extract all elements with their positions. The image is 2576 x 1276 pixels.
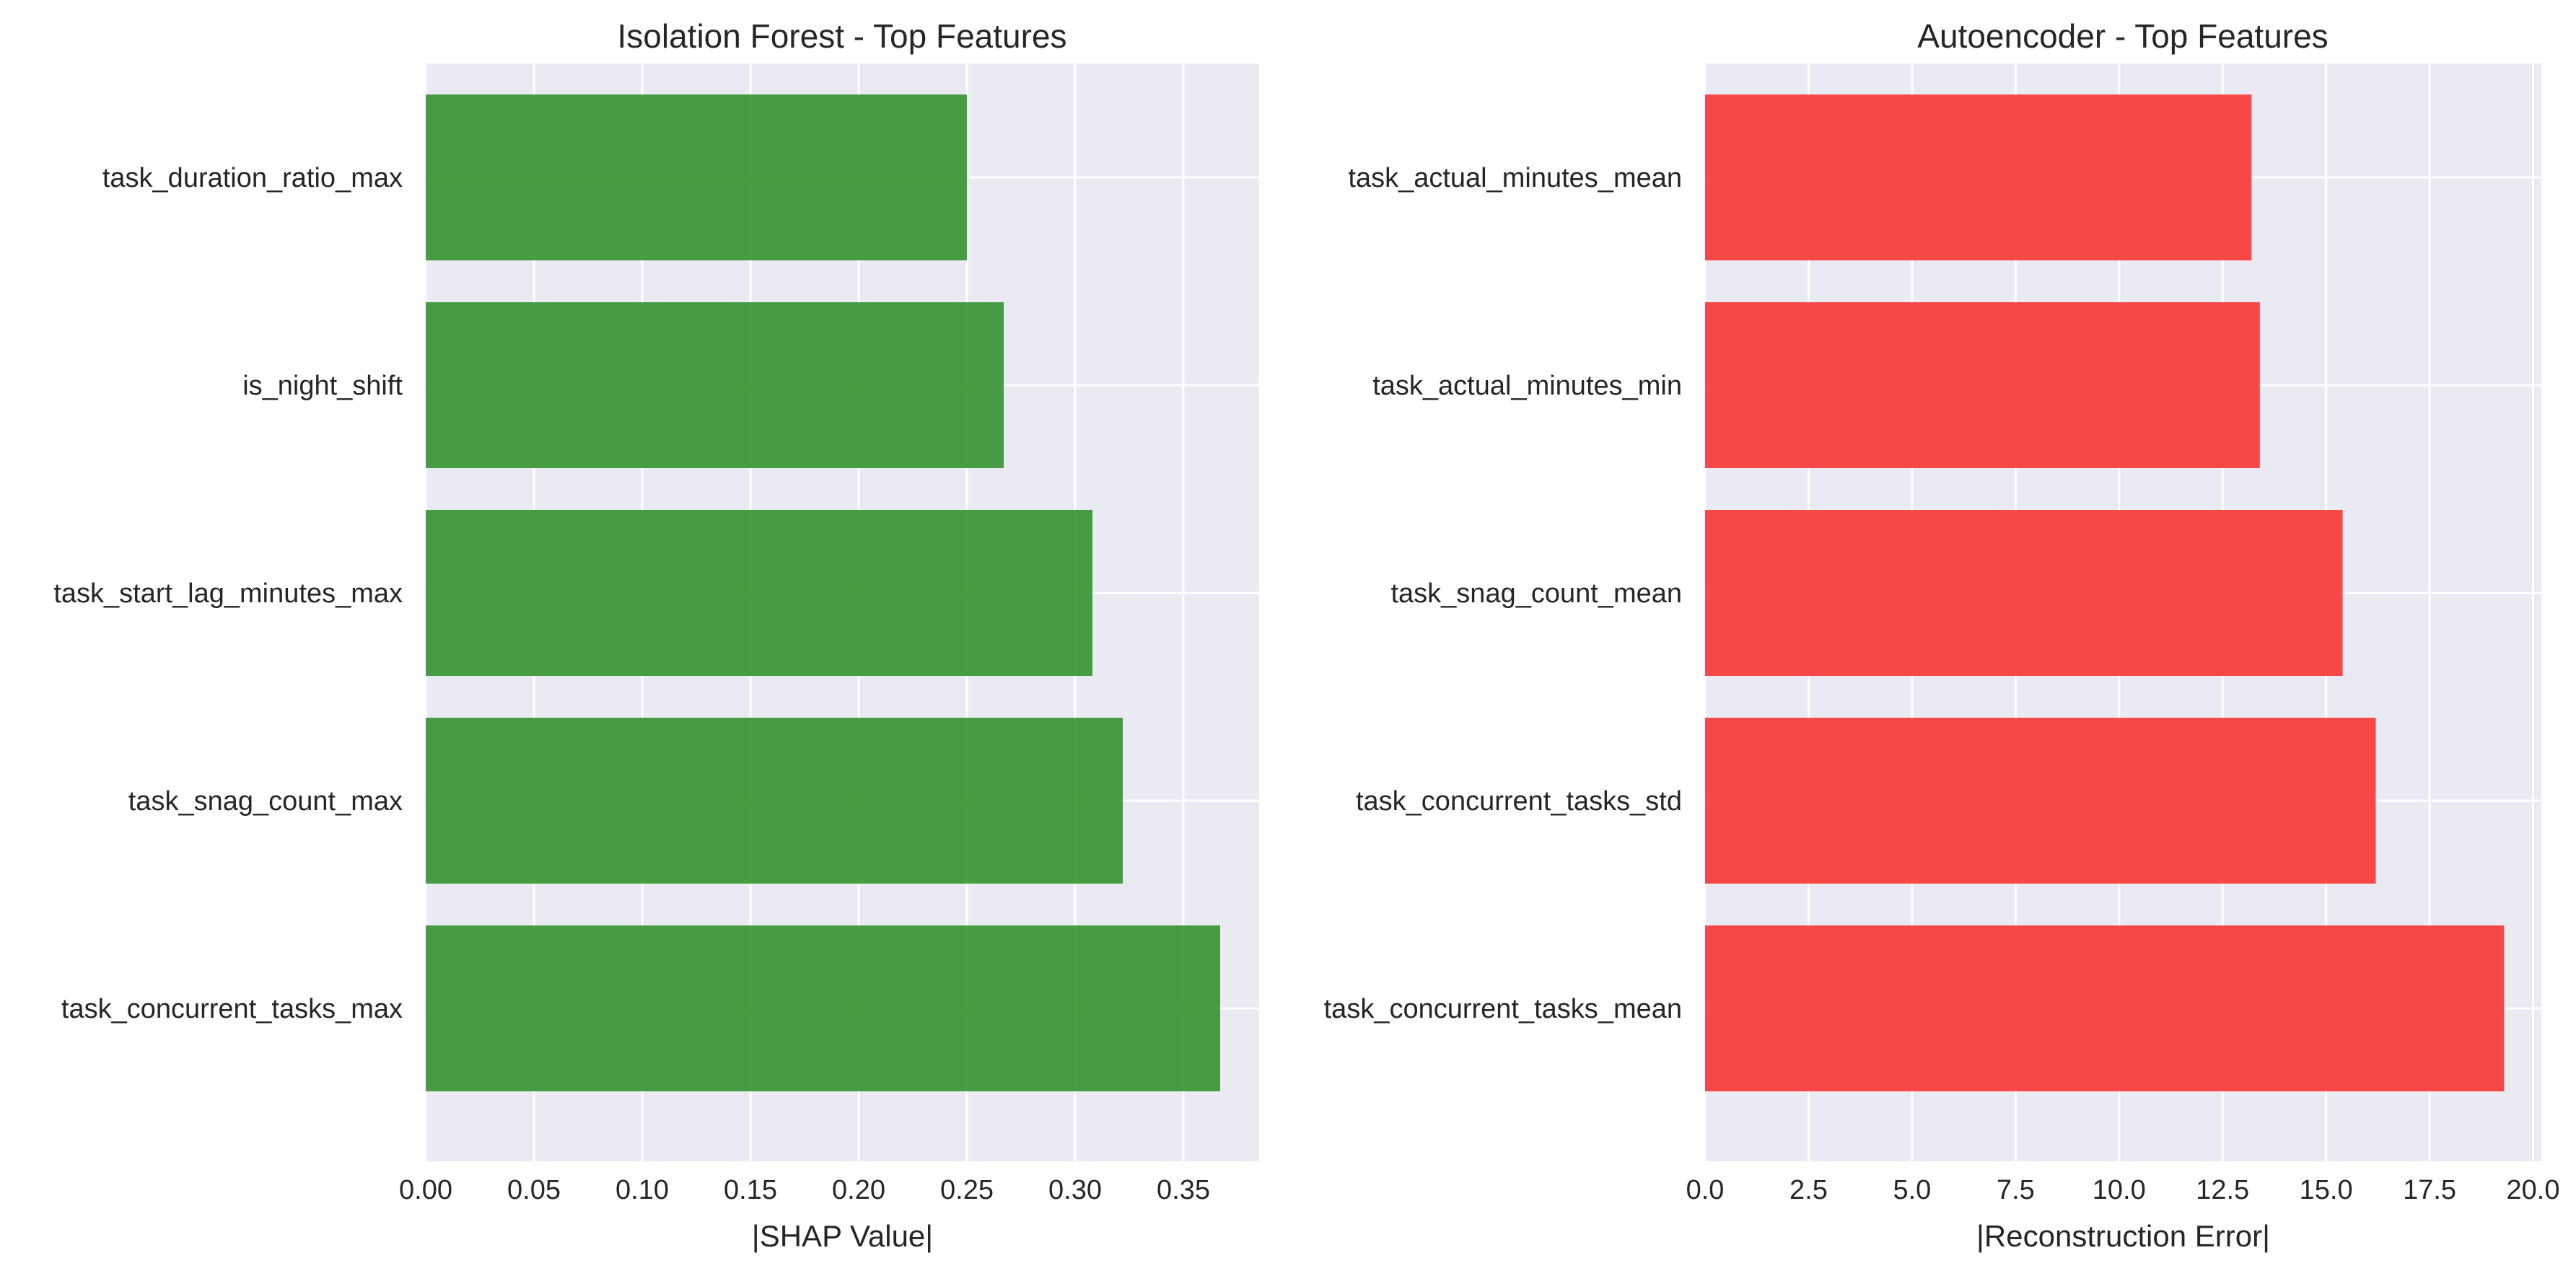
x-tick-label: 12.5 [2196, 1175, 2249, 1205]
x-tick-label: 0.25 [940, 1175, 994, 1205]
x-tick-label: 0.15 [724, 1175, 777, 1205]
x-tick-label: 5.0 [1893, 1175, 1931, 1205]
x-tick-label: 7.5 [1997, 1175, 2035, 1205]
chart-title: Isolation Forest - Top Features [618, 17, 1067, 55]
bar-task-concurrent-tasks-std [1705, 718, 2376, 884]
x-tick-label: 0.05 [507, 1175, 561, 1205]
x-tick-label: 0.0 [1686, 1175, 1725, 1205]
y-tick-label: task_concurrent_tasks_std [1356, 786, 1682, 817]
bar-task-start-lag-minutes-max [426, 510, 1092, 676]
y-tick-label: task_snag_count_max [128, 786, 403, 817]
x-tick-label: 0.20 [832, 1175, 885, 1205]
y-tick-label: task_concurrent_tasks_max [61, 994, 403, 1024]
bar-task-snag-count-max [426, 718, 1123, 884]
x-tick-label: 2.5 [1789, 1175, 1828, 1205]
x-tick-label: 0.10 [615, 1175, 669, 1205]
x-axis-label: |Reconstruction Error| [1976, 1219, 2270, 1253]
y-tick-label: task_concurrent_tasks_mean [1324, 994, 1682, 1024]
bar-task-actual-minutes-mean [1705, 94, 2252, 260]
x-tick-label: 17.5 [2403, 1175, 2456, 1205]
x-tick-label: 0.30 [1048, 1175, 1102, 1205]
x-tick-label: 15.0 [2300, 1175, 2353, 1205]
y-tick-label: task_snag_count_mean [1390, 578, 1682, 609]
chart-title: Autoencoder - Top Features [1917, 17, 2328, 55]
autoencoder-chart: 0.0 2.5 5.0 7.5 10.0 12.5 15.0 17.5 20.0 task_act… [1324, 17, 2560, 1253]
x-tick-label: 10.0 [2093, 1175, 2146, 1205]
y-tick-label: is_night_shift [242, 371, 403, 401]
x-tick-label: 0.00 [399, 1175, 452, 1205]
bar-task-actual-minutes-min [1705, 302, 2260, 468]
x-tick-label: 20.0 [2507, 1175, 2560, 1205]
bar-task-concurrent-tasks-mean [1705, 925, 2505, 1091]
x-tick-label: 0.35 [1157, 1175, 1210, 1205]
bar-task-duration-ratio-max [426, 94, 967, 260]
isolation-forest-chart: 0.00 0.05 0.10 0.15 0.20 0.25 0.30 0.35 task_dur… [53, 17, 1259, 1253]
y-tick-label: task_actual_minutes_min [1372, 371, 1682, 401]
y-tick-label: task_start_lag_minutes_max [53, 578, 403, 609]
y-tick-label: task_duration_ratio_max [102, 163, 403, 193]
bar-is-night-shift [426, 302, 1004, 468]
bar-task-snag-count-mean [1705, 510, 2343, 676]
bar-task-concurrent-tasks-max [426, 925, 1220, 1091]
y-tick-label: task_actual_minutes_mean [1348, 163, 1682, 193]
x-axis-label: |SHAP Value| [752, 1219, 933, 1253]
